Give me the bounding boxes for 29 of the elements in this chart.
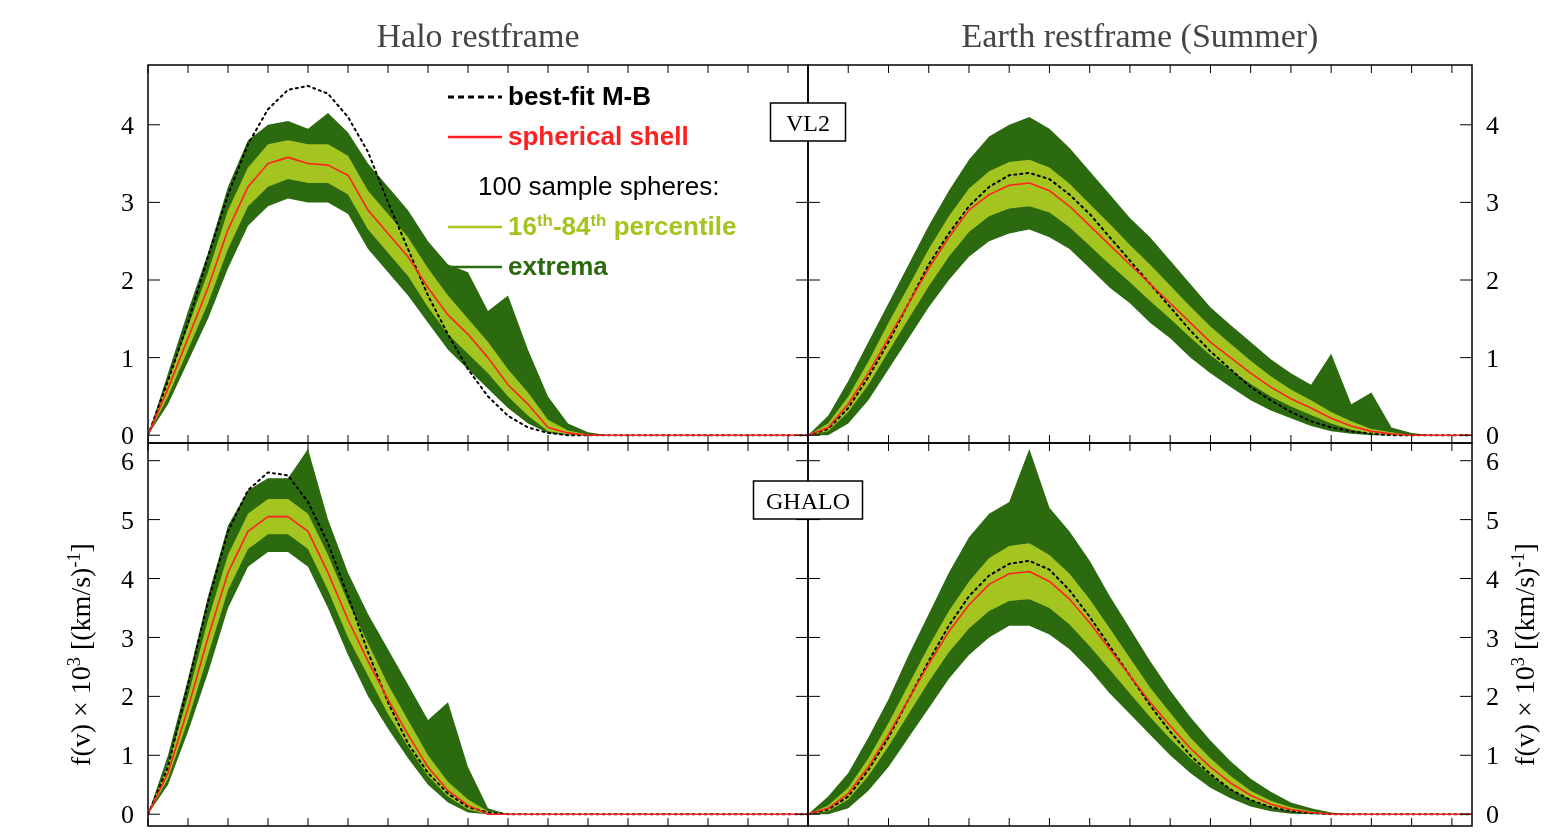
legend-title: 100 sample spheres:: [478, 171, 720, 201]
y-tick-label: 4: [1486, 110, 1499, 140]
y-tick-label: 5: [1486, 505, 1499, 535]
chart-title: Earth restframe (Summer): [961, 17, 1319, 55]
y-tick-label: 4: [121, 110, 134, 140]
y-tick-label: 0: [121, 800, 134, 830]
y-tick-label: 2: [121, 266, 134, 296]
y-tick-label: 5: [121, 505, 134, 535]
legend-label: best-fit M-B: [508, 81, 651, 111]
annotation: GHALO: [766, 488, 850, 515]
annotation: VL2: [786, 110, 830, 137]
y-tick-label: 1: [121, 343, 134, 373]
y-tick-label: 3: [121, 623, 134, 653]
y-tick-label: 2: [1486, 682, 1499, 712]
y-tick-label: 2: [121, 682, 134, 712]
legend-label: 16$^{th}$-84$^{th}$ percentile: [508, 210, 737, 241]
y-tick-label: 1: [1486, 741, 1499, 771]
y-tick-label: 2: [1486, 266, 1499, 296]
y-tick-label: 3: [1486, 623, 1499, 653]
y-tick-label: 3: [121, 188, 134, 218]
y-tick-label: 4: [1486, 564, 1499, 594]
y-tick-label: 1: [1486, 343, 1499, 373]
chart-title: Halo restframe: [376, 17, 580, 54]
y-tick-label: 4: [121, 564, 134, 594]
legend-label: extrema: [508, 251, 609, 281]
y-tick-label: 1: [121, 741, 134, 771]
y-tick-label: 0: [1486, 800, 1499, 830]
y-tick-label: 3: [1486, 188, 1499, 218]
legend-label: spherical shell: [508, 121, 689, 151]
